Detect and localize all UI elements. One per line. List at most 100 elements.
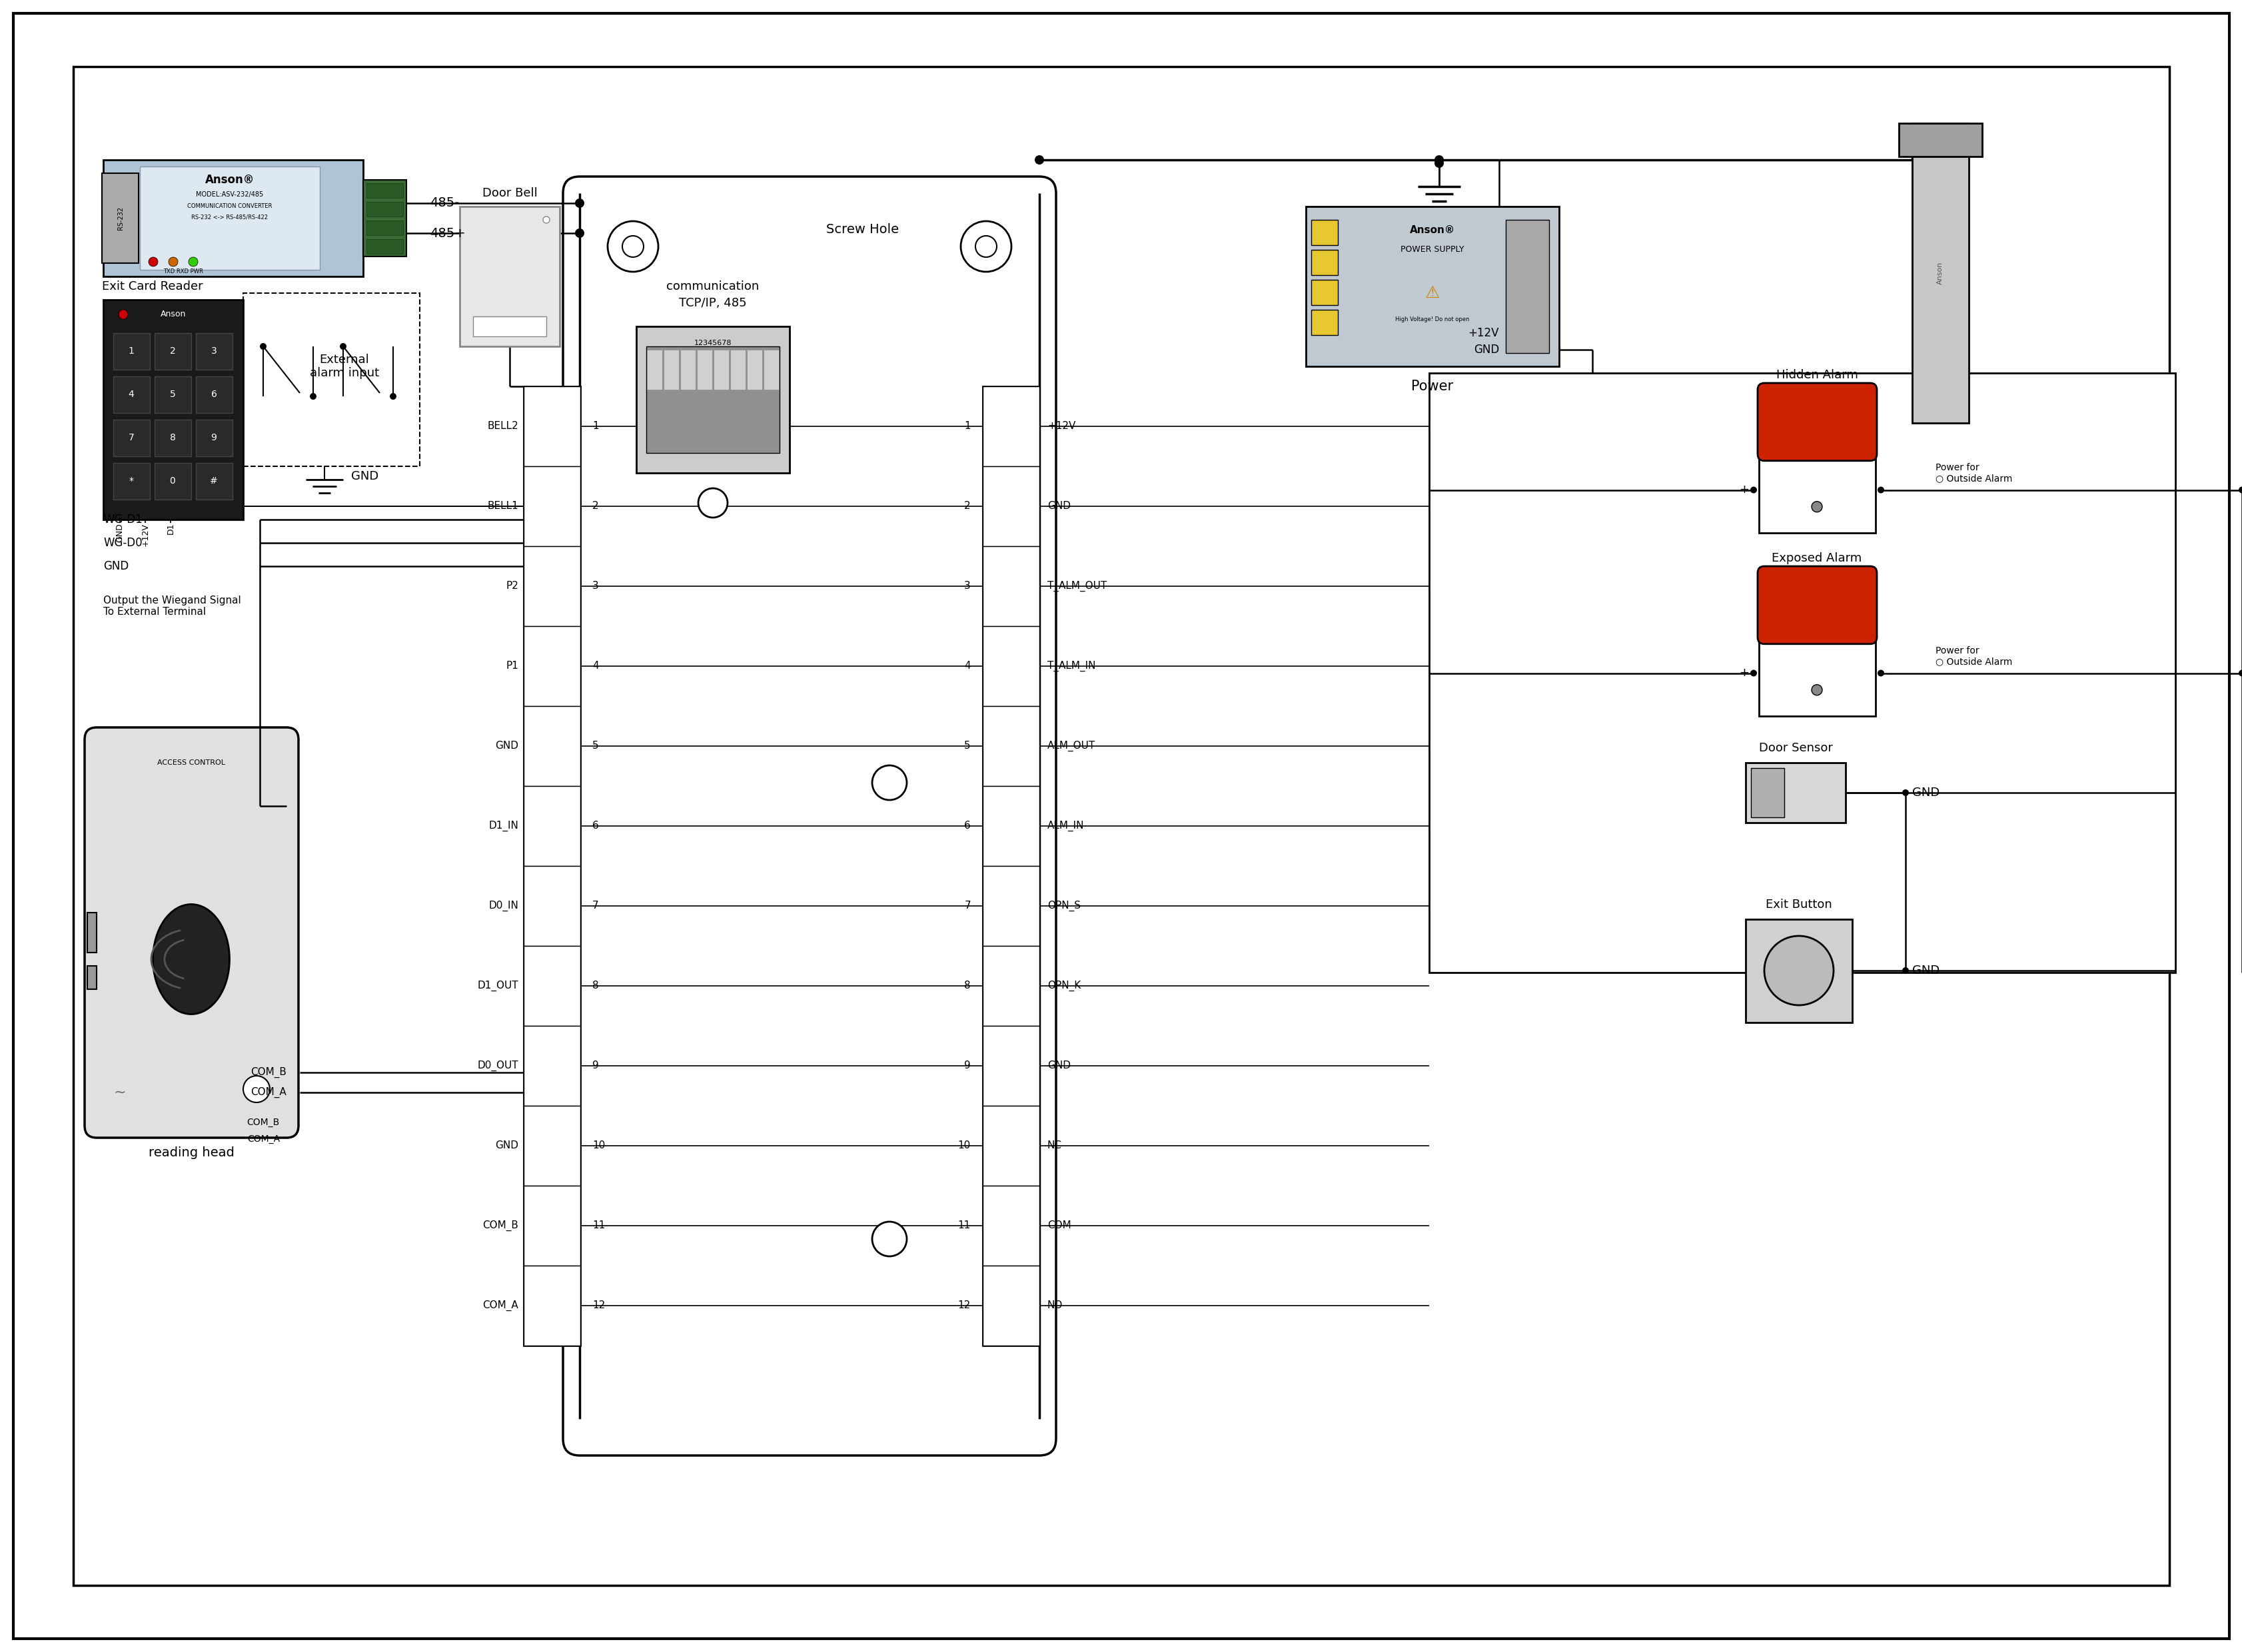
Bar	[525, 387, 581, 1346]
Text: 5: 5	[592, 742, 599, 752]
Text: D0_OUT: D0_OUT	[478, 1061, 518, 1070]
Circle shape	[975, 236, 995, 258]
Text: GND: GND	[1047, 501, 1069, 510]
Bar	[1912, 124, 1968, 423]
Bar	[114, 377, 150, 413]
Bar	[1428, 373, 2175, 973]
Text: 9: 9	[592, 1061, 599, 1070]
Text: Power for
○ Outside Alarm: Power for ○ Outside Alarm	[1935, 646, 2011, 666]
Text: TXD RXD PWR: TXD RXD PWR	[164, 268, 204, 274]
Text: Screw Hole: Screw Hole	[827, 223, 899, 236]
Bar	[103, 160, 363, 276]
Bar	[982, 1105, 1038, 1186]
Text: 10: 10	[957, 1142, 971, 1151]
Bar	[365, 202, 404, 216]
Text: *: *	[128, 476, 135, 486]
Text: Anson: Anson	[1937, 261, 1944, 284]
Bar	[525, 1186, 581, 1265]
Text: 8: 8	[964, 981, 971, 991]
Bar	[713, 350, 729, 390]
Bar	[473, 317, 547, 337]
Text: 12: 12	[957, 1300, 971, 1310]
Text: #: #	[211, 476, 217, 486]
Circle shape	[260, 344, 267, 350]
Text: WG-D1: WG-D1	[103, 514, 143, 525]
Text: ALM_OUT: ALM_OUT	[1047, 740, 1094, 752]
Text: Anson®: Anson®	[1410, 225, 1455, 235]
Text: COM_A: COM_A	[251, 1087, 287, 1099]
Text: MODEL:ASV-232/485: MODEL:ASV-232/485	[195, 192, 265, 198]
Text: 2: 2	[964, 501, 971, 510]
Text: 1: 1	[128, 347, 135, 355]
Circle shape	[621, 236, 643, 258]
Bar	[195, 420, 233, 456]
Bar	[103, 299, 242, 520]
Bar	[1899, 124, 1982, 157]
Text: 7: 7	[128, 433, 135, 443]
Circle shape	[574, 228, 585, 238]
Text: Exit Button: Exit Button	[1764, 899, 1832, 910]
Text: POWER SUPPLY: POWER SUPPLY	[1401, 246, 1464, 254]
FancyBboxPatch shape	[563, 177, 1056, 1455]
Bar	[114, 463, 150, 499]
Text: RS-232: RS-232	[117, 206, 123, 230]
Text: GND: GND	[1912, 786, 1939, 798]
Bar	[982, 547, 1038, 626]
Text: COM_A: COM_A	[482, 1300, 518, 1312]
Text: +12V: +12V	[1469, 327, 1498, 339]
Circle shape	[1812, 502, 1823, 512]
Text: Output the Wiegand Signal
To External Terminal: Output the Wiegand Signal To External Te…	[103, 595, 240, 616]
Text: WG-D0: WG-D0	[103, 537, 141, 548]
Text: COM_B: COM_B	[247, 1118, 280, 1127]
Text: +: +	[1740, 484, 1749, 496]
Bar	[101, 173, 139, 263]
Text: 2: 2	[592, 501, 599, 510]
Bar	[365, 220, 404, 235]
Text: BELL2: BELL2	[487, 421, 518, 431]
Bar	[139, 167, 321, 269]
Text: ACCESS CONTROL: ACCESS CONTROL	[157, 760, 224, 767]
Bar	[1312, 279, 1338, 306]
Bar	[731, 350, 744, 390]
Text: 12: 12	[592, 1300, 605, 1310]
Text: T_ALM_OUT: T_ALM_OUT	[1047, 582, 1108, 591]
Bar	[525, 387, 581, 466]
Bar	[982, 1265, 1038, 1346]
Text: 2: 2	[170, 347, 175, 355]
Bar	[87, 966, 96, 990]
Text: COM_A: COM_A	[247, 1135, 280, 1143]
Circle shape	[697, 489, 726, 517]
Circle shape	[1749, 487, 1755, 494]
Circle shape	[188, 258, 197, 266]
Bar	[155, 420, 191, 456]
Bar	[646, 350, 661, 390]
Circle shape	[168, 258, 177, 266]
Bar	[155, 377, 191, 413]
Text: RS-232 <-> RS-485/RS-422: RS-232 <-> RS-485/RS-422	[191, 215, 269, 220]
Text: -: -	[1888, 667, 1892, 679]
Text: GND: GND	[103, 560, 128, 572]
Bar	[525, 786, 581, 866]
Bar	[242, 292, 419, 466]
Text: 10: 10	[592, 1142, 605, 1151]
Text: GND: GND	[352, 471, 379, 482]
Text: 7: 7	[592, 900, 599, 910]
Circle shape	[1034, 155, 1045, 165]
Circle shape	[872, 765, 906, 800]
Bar	[525, 1026, 581, 1105]
Text: -: -	[1888, 484, 1892, 496]
Text: OPN_S: OPN_S	[1047, 900, 1081, 912]
Bar	[525, 626, 581, 705]
Circle shape	[960, 221, 1011, 273]
Bar	[195, 334, 233, 370]
Bar	[525, 866, 581, 947]
Circle shape	[1749, 669, 1755, 676]
Bar	[525, 547, 581, 626]
Circle shape	[608, 221, 659, 273]
Circle shape	[872, 1222, 906, 1256]
Circle shape	[2238, 669, 2242, 676]
Bar	[1504, 220, 1549, 354]
Circle shape	[574, 198, 585, 208]
Text: D0_IN: D0_IN	[489, 900, 518, 912]
Bar	[982, 705, 1038, 786]
